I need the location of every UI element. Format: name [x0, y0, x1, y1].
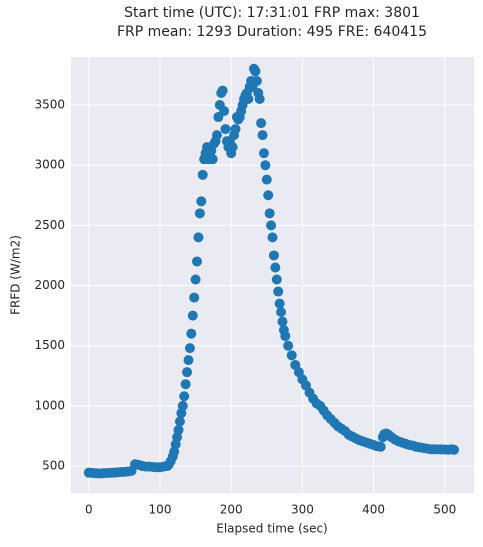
point — [268, 250, 279, 261]
point — [250, 66, 261, 77]
point — [189, 292, 200, 303]
point — [266, 220, 277, 231]
y-tick-label: 1500 — [34, 338, 65, 352]
point — [251, 75, 262, 86]
point — [230, 124, 241, 135]
point — [273, 286, 284, 297]
point — [192, 256, 203, 267]
point — [264, 208, 275, 219]
point — [177, 400, 188, 411]
point — [261, 174, 272, 185]
point — [197, 169, 208, 180]
point — [270, 262, 281, 273]
y-axis-label: FRFD (W/m2) — [9, 235, 23, 315]
point — [283, 340, 294, 351]
point — [173, 424, 184, 435]
point — [217, 85, 228, 96]
chart-title: FRP mean: 1293 Duration: 495 FRE: 640415 — [117, 24, 427, 40]
point — [186, 328, 197, 339]
point — [280, 331, 291, 342]
y-tick-label: 3500 — [34, 98, 65, 112]
point — [243, 93, 254, 104]
x-axis-label: Elapsed time (sec) — [216, 522, 327, 536]
plot-area — [71, 57, 474, 493]
point — [193, 232, 204, 243]
point — [260, 160, 271, 171]
x-tick-label: 0 — [85, 503, 93, 517]
y-tick-label: 2000 — [34, 278, 65, 292]
point — [286, 350, 297, 361]
point — [184, 343, 195, 354]
point — [256, 118, 267, 129]
point — [190, 274, 201, 285]
point — [254, 93, 265, 104]
chart-title: Start time (UTC): 17:31:01 FRP max: 3801 — [124, 5, 420, 21]
point — [180, 379, 191, 390]
point — [219, 106, 230, 117]
point — [196, 196, 207, 207]
point — [227, 142, 238, 153]
point — [263, 190, 274, 201]
point — [174, 416, 185, 427]
point — [257, 130, 268, 141]
point — [207, 154, 218, 165]
x-tick-label: 200 — [220, 503, 243, 517]
y-tick-label: 3000 — [34, 158, 65, 172]
point — [267, 232, 278, 243]
x-tick-label: 300 — [291, 503, 314, 517]
point — [179, 391, 190, 402]
point — [375, 441, 386, 452]
y-tick-label: 1000 — [34, 398, 65, 412]
point — [276, 307, 287, 318]
point — [194, 208, 205, 219]
point — [183, 355, 194, 366]
y-tick-label: 2500 — [34, 218, 65, 232]
x-tick-label: 500 — [433, 503, 456, 517]
point — [277, 316, 288, 327]
y-tick-label: 500 — [42, 459, 65, 473]
point — [271, 274, 282, 285]
point — [258, 148, 269, 159]
point — [449, 444, 460, 455]
x-tick-label: 100 — [149, 503, 172, 517]
point — [274, 298, 285, 309]
point — [182, 367, 193, 378]
point — [211, 130, 222, 141]
x-tick-label: 400 — [362, 503, 385, 517]
point — [187, 310, 198, 321]
point — [220, 124, 231, 135]
